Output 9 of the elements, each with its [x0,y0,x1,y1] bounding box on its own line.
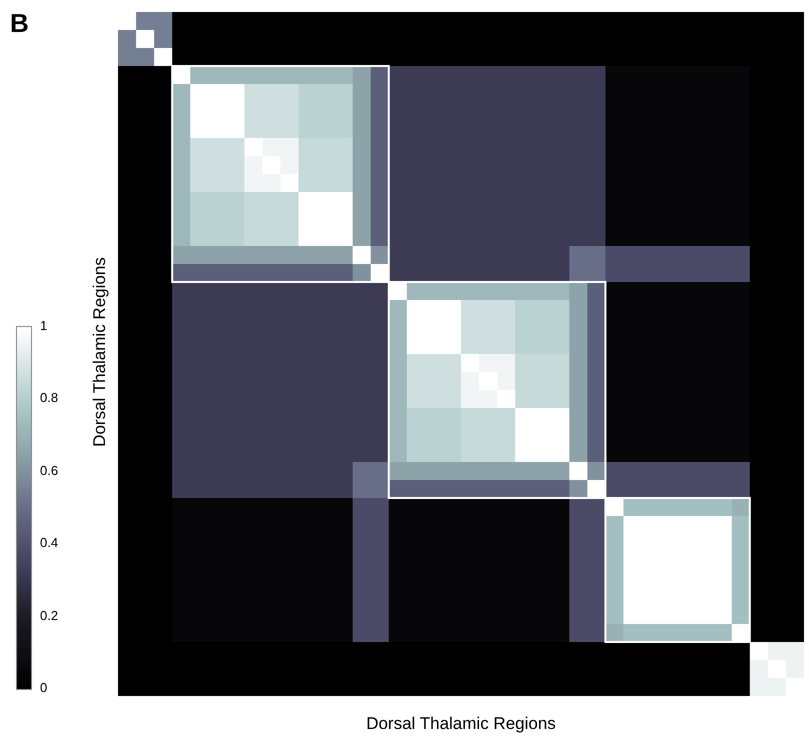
color-bar-label: 0.6 [40,462,58,479]
color-bar-label: 0.2 [40,608,58,624]
color-bar-label: 0 [40,680,48,696]
color-bar-label: 0.8 [40,390,58,406]
x-axis-title: Dorsal Thalamic Regions [365,714,557,734]
text: B [10,8,29,39]
color-bar-label: 0.4 [40,535,58,552]
color-bar-label: 1 [40,318,48,334]
y-axis-title: Dorsal Thalamic Regions [90,256,110,449]
